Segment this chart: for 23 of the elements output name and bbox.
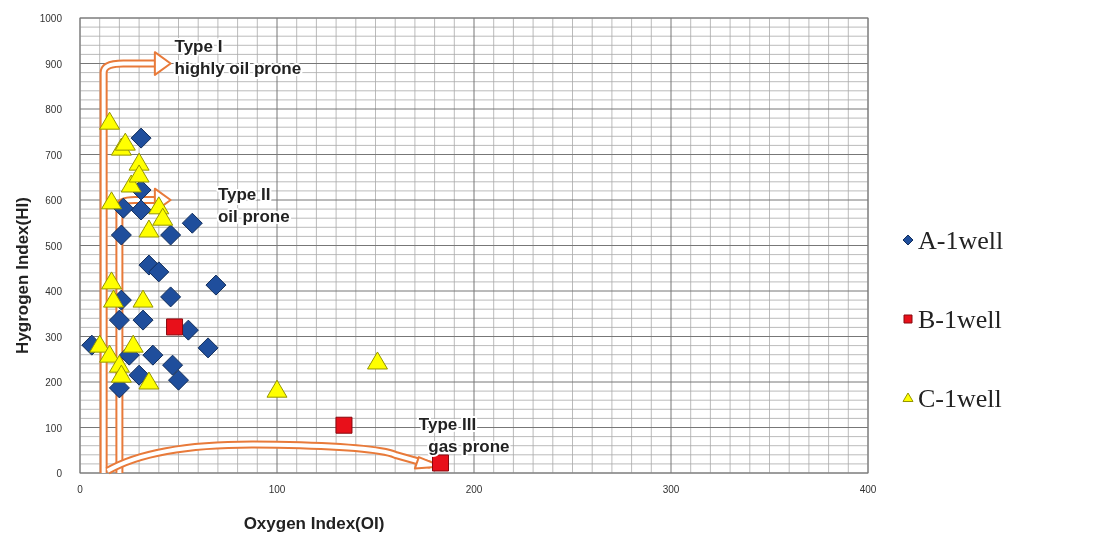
x-tick-label: 200 <box>465 484 483 495</box>
y-axis-title: Hygrogen Index(HI) <box>13 197 32 354</box>
legend-label: B-1well <box>918 305 1002 334</box>
legend-label: C-1well <box>918 384 1002 413</box>
x-tick-label: 300 <box>662 484 680 495</box>
y-tick-label: 600 <box>45 195 63 206</box>
y-tick-label: 100 <box>45 422 63 434</box>
y-tick-label: 800 <box>45 104 63 115</box>
y-tick-label: 700 <box>45 149 63 161</box>
y-tick-label: 900 <box>45 58 63 70</box>
x-tick-label: 100 <box>268 484 286 495</box>
y-tick-label: 1000 <box>39 13 63 24</box>
annotation: Type II oil prone <box>217 185 290 226</box>
x-tick-label: 400 <box>859 484 877 495</box>
y-tick-label: 300 <box>45 331 63 343</box>
y-tick-label: 400 <box>45 286 63 297</box>
y-tick-label: 500 <box>45 240 63 252</box>
x-axis-title: Oxygen Index(OI) <box>243 514 385 533</box>
x-tick-label: 0 <box>77 484 84 495</box>
y-tick-label: 200 <box>45 377 63 388</box>
legend-label: A-1well <box>918 226 1004 255</box>
annotation: Type I highly oil prone <box>174 37 302 79</box>
y-tick-label: 0 <box>56 468 63 479</box>
